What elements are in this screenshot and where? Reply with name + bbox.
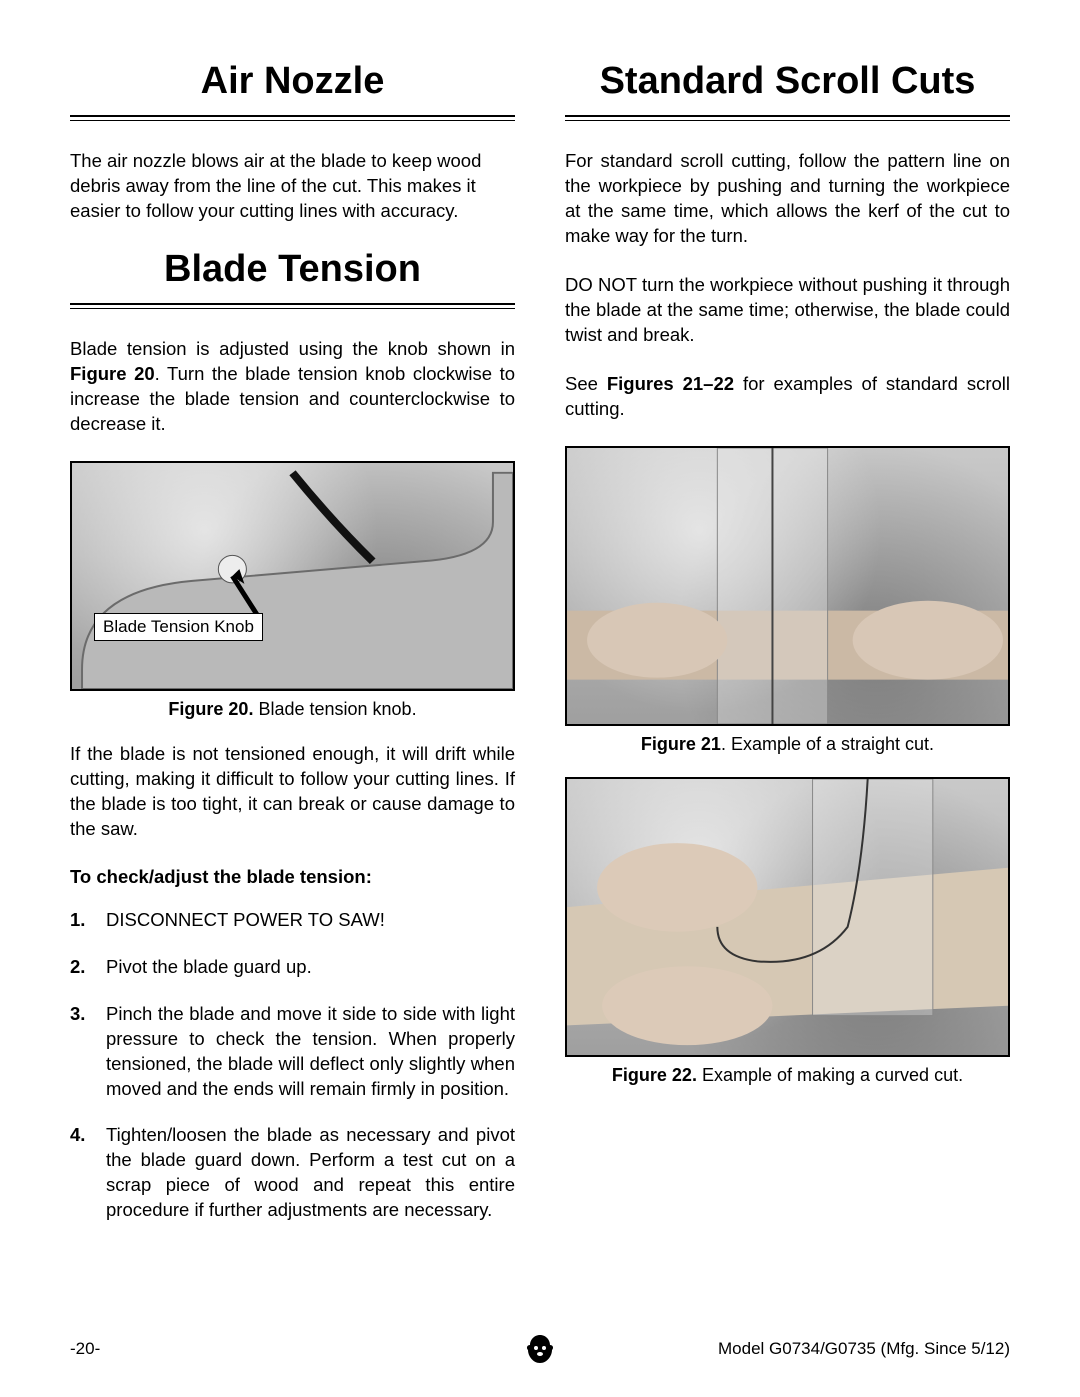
text: Blade tension is adjusted using the knob… [70, 338, 515, 359]
blade-tension-intro: Blade tension is adjusted using the knob… [70, 337, 515, 437]
heading-scroll-cuts: Standard Scroll Cuts [565, 60, 1010, 103]
heading-air-nozzle: Air Nozzle [70, 60, 515, 103]
left-column: Air Nozzle The air nozzle blows air at t… [70, 60, 515, 1245]
page-footer: -20- Model G0734/G0735 (Mfg. Since 5/12) [70, 1339, 1010, 1359]
heading-rule [70, 115, 515, 121]
figure-22-illustration [567, 779, 1008, 1055]
page-number: -20- [70, 1339, 100, 1359]
caption-text: Example of making a curved cut. [697, 1065, 963, 1085]
figure-ref: Figure 20 [70, 363, 155, 384]
figure-21 [565, 446, 1010, 726]
heading-rule [565, 115, 1010, 121]
text: See [565, 373, 607, 394]
caption-text: . Example of a straight cut. [721, 734, 934, 754]
scroll-para-1: For standard scroll cutting, follow the … [565, 149, 1010, 249]
figure-20-illustration [72, 463, 513, 689]
figure-20: Blade Tension Knob [70, 461, 515, 691]
figure-22-caption: Figure 22. Example of making a curved cu… [565, 1065, 1010, 1086]
step-item: DISCONNECT POWER TO SAW! [70, 908, 515, 933]
figure-ref: Figures 21–22 [607, 373, 734, 394]
heading-blade-tension: Blade Tension [70, 248, 515, 291]
steps-list: DISCONNECT POWER TO SAW! Pivot the blade… [70, 908, 515, 1224]
step-item: Pivot the blade guard up. [70, 955, 515, 980]
step-item: Tighten/loosen the blade as necessary an… [70, 1123, 515, 1223]
right-column: Standard Scroll Cuts For standard scroll… [565, 60, 1010, 1245]
scroll-para-3: See Figures 21–22 for examples of standa… [565, 372, 1010, 422]
scroll-para-2: DO NOT turn the workpiece without pushin… [565, 273, 1010, 348]
caption-bold: Figure 22. [612, 1065, 697, 1085]
figure-20-caption: Figure 20. Blade tension knob. [70, 699, 515, 720]
footer-logo-icon [523, 1332, 557, 1366]
caption-bold: Figure 20. [168, 699, 253, 719]
figure-20-callout-label: Blade Tension Knob [94, 613, 263, 641]
air-nozzle-paragraph: The air nozzle blows air at the blade to… [70, 149, 515, 224]
figure-22 [565, 777, 1010, 1057]
model-info: Model G0734/G0735 (Mfg. Since 5/12) [718, 1339, 1010, 1359]
blade-tension-warning: If the blade is not tensioned enough, it… [70, 742, 515, 842]
caption-bold: Figure 21 [641, 734, 721, 754]
heading-rule [70, 303, 515, 309]
step-item: Pinch the blade and move it side to side… [70, 1002, 515, 1102]
caption-text: Blade tension knob. [253, 699, 416, 719]
instruction-heading: To check/adjust the blade tension: [70, 866, 515, 888]
figure-21-caption: Figure 21. Example of a straight cut. [565, 734, 1010, 755]
figure-21-illustration [567, 448, 1008, 724]
